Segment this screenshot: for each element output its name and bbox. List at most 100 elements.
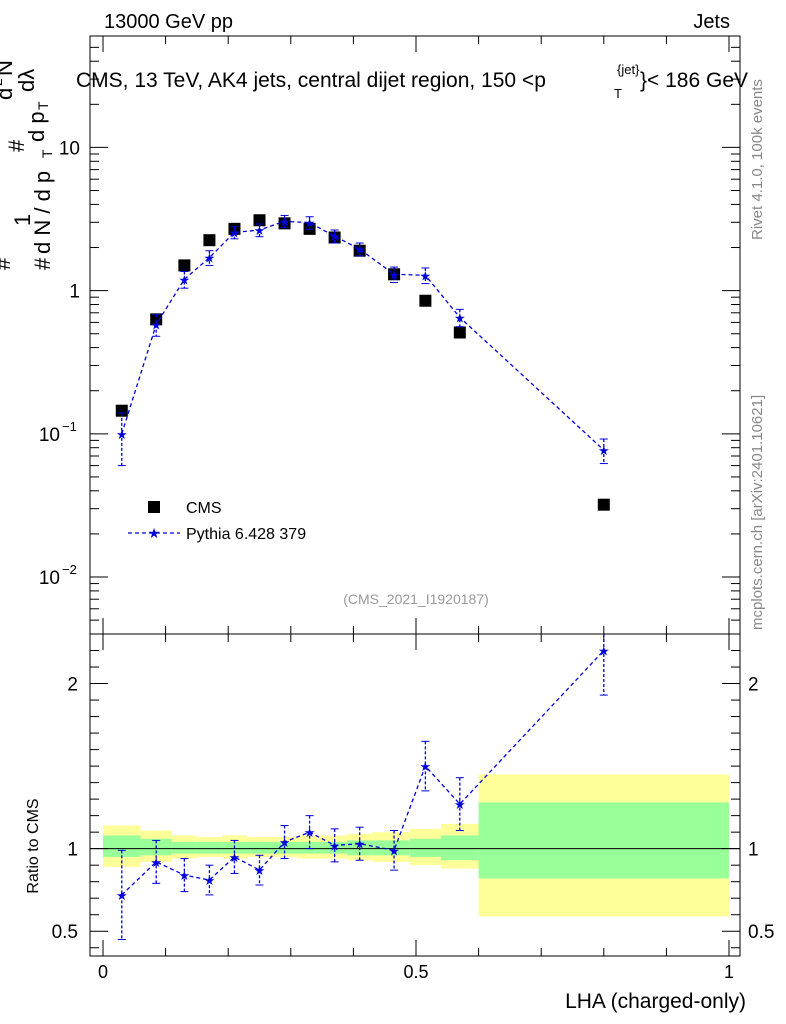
main-frame [89, 35, 741, 635]
pythia-ratio-point-7: ★ [304, 825, 316, 840]
legend-cms-marker [148, 501, 160, 513]
header-jets-label: Jets [693, 11, 730, 33]
ratio-ytick-label-right-2: 2 [748, 675, 759, 696]
cms-point-3 [203, 234, 216, 247]
pythia-ratio-point-10: ★ [388, 843, 400, 858]
ylabel-dn: d N / d p [30, 171, 55, 254]
pythia-point-5: ★ [254, 223, 266, 238]
ylabel-sub-t2: T [35, 101, 51, 110]
pythia-point-9: ★ [354, 242, 366, 257]
pythia-point-3: ★ [204, 251, 216, 266]
pythia-point-8: ★ [329, 229, 341, 244]
main-ytick-exp: −2 [62, 562, 77, 577]
cms-point-2 [178, 259, 191, 272]
analysis-watermark: (CMS_2021_I1920187) [343, 591, 489, 607]
title-sub: T [614, 86, 622, 101]
main-ytick-label-2: 1 [69, 282, 80, 303]
band-inner-8 [322, 842, 348, 854]
band-inner-11 [409, 838, 442, 857]
ylabel-dpt: d p [24, 111, 49, 142]
legend-pythia-label: Pythia 6.428 379 [186, 526, 306, 543]
main-ytick-exp: −1 [62, 419, 77, 434]
cms-point-0 [115, 404, 128, 417]
band-inner-0 [103, 835, 141, 857]
x-tick-label-0: 0 [98, 962, 108, 982]
main-ytick-label-0: 10 −2 [39, 562, 77, 589]
pythia-point-0: ★ [116, 427, 128, 442]
pythia-ratio-point-4: ★ [229, 850, 241, 865]
band-inner-3 [196, 842, 222, 854]
title-end: }< 186 GeV [640, 69, 748, 92]
pythia-ratio-point-3: ★ [204, 873, 216, 888]
ylabel-n: N [0, 60, 17, 76]
pythia-ratio-point-13: ★ [598, 644, 610, 659]
x-tick-label-2: 1 [724, 962, 734, 982]
legend: CMS ★ Pythia 6.428 379 [128, 500, 306, 543]
pythia-point-13: ★ [598, 443, 610, 458]
pythia-ratio-line [121, 650, 605, 896]
main-ytick-base: 10 [39, 425, 60, 446]
pythia-ratio-point-6: ★ [279, 835, 291, 850]
ratio-ylabel: Ratio to CMS [25, 798, 42, 893]
main-ylabel: # 1 d N / d p T # d p T dλ d 2 N # [0, 60, 55, 270]
ylabel-sharp3: # [0, 257, 15, 270]
ratio-panel: 0 0.5 1 0.5 0.5 1 1 2 2 ★ ★ ★ ★ ★ ★ ★ ★ ★ ★ ★ ★ ★ ★ [52, 633, 774, 982]
ylabel-sharp1: # [30, 257, 55, 270]
pythia-ratio-point-9: ★ [354, 837, 366, 852]
pythia-point-6: ★ [279, 214, 291, 229]
ylabel-sharp2: # [4, 139, 29, 152]
pythia-ratio-point-0: ★ [116, 888, 128, 903]
pythia-ratio-point-5: ★ [254, 863, 266, 878]
main-ytick-label-3: 10 [59, 138, 80, 159]
ratio-ytick-label-left-1: 1 [67, 840, 78, 861]
ratio-ytick-label-left-2: 2 [67, 675, 78, 696]
pythia-ratio-point-11: ★ [420, 759, 432, 774]
cms-point-5 [253, 214, 266, 227]
pythia-point-10: ★ [388, 267, 400, 282]
ratio-ytick-label-right-1: 1 [748, 840, 759, 861]
ylabel-dlambda: dλ [14, 69, 39, 92]
ylabel-one: 1 [10, 214, 35, 226]
pythia-ratio-point-2: ★ [179, 868, 191, 883]
header-energy-label: 13000 GeV pp [104, 11, 233, 33]
main-ytick-base: 10 [59, 138, 80, 159]
mcplots-side-label: mcplots.cern.ch [arXiv:2401.10621] [749, 395, 766, 630]
cms-point-11 [419, 294, 432, 307]
main-ytick-label-1: 10 −1 [39, 419, 77, 446]
pythia-ratio-point-1: ★ [150, 855, 162, 870]
legend-cms-label: CMS [186, 500, 222, 517]
ylabel-sup2: 2 [0, 78, 5, 86]
main-ytick-base: 1 [69, 282, 80, 303]
ratio-frame [89, 633, 741, 957]
band-inner-13 [478, 802, 729, 879]
cms-point-1 [150, 313, 163, 326]
ylabel-sub-t: T [39, 149, 55, 158]
legend-pythia-star: ★ [148, 525, 161, 541]
band-inner-12 [441, 835, 479, 861]
title-sup: {jet} [617, 62, 640, 77]
pythia-point-2: ★ [179, 272, 191, 287]
plot-title: CMS, 13 TeV, AK4 jets, central dijet reg… [76, 62, 748, 101]
band-inner-2 [171, 842, 197, 854]
ylabel-d2n: d [0, 88, 17, 100]
pythia-point-1: ★ [150, 318, 162, 333]
main-ytick-base: 10 [39, 568, 60, 589]
title-main: CMS, 13 TeV, AK4 jets, central dijet reg… [76, 69, 546, 92]
pythia-point-4: ★ [229, 225, 241, 240]
rivet-side-label: Rivet 4.1.0, 100k events [749, 79, 766, 240]
pythia-point-11: ★ [420, 268, 432, 283]
pythia-point-12: ★ [454, 310, 466, 325]
x-axis-label: LHA (charged-only) [565, 990, 746, 1013]
pythia-ratio-point-12: ★ [454, 797, 466, 812]
band-inner-10 [372, 840, 410, 856]
ratio-ytick-label-right-0: 0.5 [748, 922, 774, 943]
pythia-point-7: ★ [304, 216, 316, 231]
x-tick-label-1: 0.5 [403, 962, 428, 982]
band-inner-5 [246, 842, 273, 854]
ratio-ytick-label-left-0: 0.5 [52, 922, 78, 943]
cms-point-13 [597, 498, 610, 511]
pythia-ratio-point-8: ★ [329, 838, 341, 853]
cms-point-12 [453, 326, 466, 339]
